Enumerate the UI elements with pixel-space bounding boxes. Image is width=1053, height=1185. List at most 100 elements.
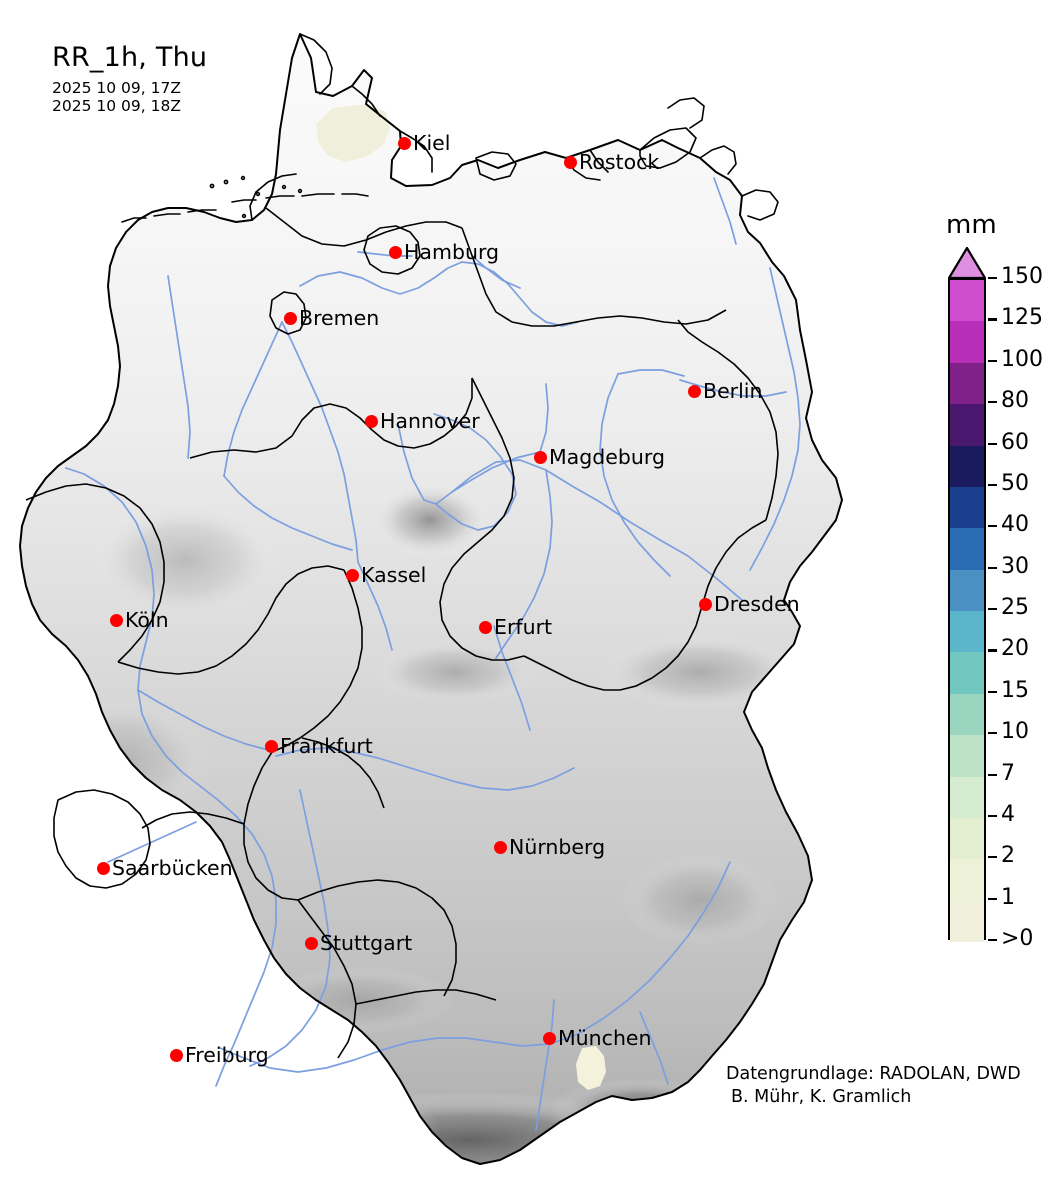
city-dot-icon	[478, 620, 492, 634]
colorbar-gradient	[948, 278, 986, 942]
colorbar-tick	[988, 649, 997, 652]
coastline-detail-layer	[121, 33, 779, 223]
colorbar-over-arrow	[948, 247, 986, 279]
colorbar-band-30	[950, 528, 984, 570]
colorbar-band-60	[950, 404, 984, 446]
colorbar-band-10	[950, 693, 984, 736]
city-dot-icon	[388, 245, 402, 259]
colorbar-band-1	[950, 859, 984, 901]
colorbar-tick-label-10: 10	[1001, 719, 1029, 745]
colorbar-tick	[988, 814, 997, 818]
colorbar-tick	[988, 442, 997, 445]
attribution: Datengrundlage: RADOLAN, DWD B. Mühr, K.…	[726, 1063, 1021, 1110]
colorbar-tick-label-1: 1	[1001, 884, 1015, 910]
colorbar-tick-label-4: 4	[1001, 801, 1015, 827]
colorbar-tick-label-20: 20	[1001, 636, 1029, 662]
city-label: Berlin	[703, 379, 763, 403]
colorbar-tick	[988, 732, 997, 735]
city-label: Rostock	[579, 150, 660, 174]
colorbar-band-4	[950, 776, 984, 818]
city-dot-icon	[264, 739, 278, 753]
city-label: München	[558, 1026, 652, 1050]
city-dot-icon	[397, 136, 411, 150]
city-label: Erfurt	[494, 615, 553, 639]
city-dot-icon	[493, 840, 507, 854]
city-label: Hannover	[380, 409, 480, 433]
city-label: Saarbücken	[112, 856, 233, 880]
city-dot-icon	[96, 861, 110, 875]
colorbar-tick-label-125: 125	[1001, 305, 1043, 331]
colorbar-band-125	[950, 280, 984, 322]
colorbar-tick	[988, 773, 997, 776]
precip-patch-alpine	[576, 1046, 606, 1090]
colorbar-tick-label-40: 40	[1001, 512, 1029, 538]
colorbar-band-20	[950, 611, 984, 653]
precipitation-layer	[316, 104, 606, 1090]
city-dot-icon	[542, 1031, 556, 1045]
colorbar-band-100	[950, 321, 984, 363]
city-dot-icon	[283, 311, 297, 325]
precip-patch-schleswig	[316, 104, 390, 162]
city-label: Hamburg	[404, 240, 500, 264]
city-dot-icon	[345, 568, 359, 582]
colorbar-tick	[988, 897, 997, 900]
colorbar-band->0	[950, 900, 984, 942]
colorbar-tick-label-gt0: >0	[1001, 926, 1034, 951]
colorbar-tick-label-60: 60	[1001, 429, 1029, 455]
city-dot-icon	[304, 936, 318, 950]
colorbar-tick-label-25: 25	[1001, 595, 1029, 620]
country-outline-layer	[19, 33, 843, 1165]
city-dot-icon	[109, 613, 123, 627]
city-dot-icon	[698, 597, 712, 611]
colorbar-tick-label-150: 150	[1001, 264, 1043, 289]
colorbar-tick-label-30: 30	[1001, 553, 1029, 579]
city-label: Köln	[125, 608, 169, 632]
map-canvas: Kiel Rostock Hamburg Bremen Berlin Hannover Ma…	[19, 33, 843, 1165]
colorbar-band-40	[950, 486, 984, 529]
city-label: Freiburg	[185, 1043, 269, 1067]
page-title: RR_1h, Thu	[52, 42, 208, 73]
colorbar-tick	[988, 690, 997, 693]
colorbar-tick-label-50: 50	[1001, 470, 1029, 496]
colorbar-tick	[988, 401, 997, 404]
colorbar-band-7	[950, 735, 984, 777]
time-range-start: 2025 10 09, 17Z	[52, 79, 181, 97]
colorbar-band-50	[950, 445, 984, 487]
city-label: Frankfurt	[280, 734, 373, 758]
colorbar-tick-label-15: 15	[1001, 677, 1029, 703]
city-label: Stuttgart	[320, 931, 413, 955]
city-label: Magdeburg	[549, 445, 665, 469]
city-dot-icon	[533, 450, 547, 464]
colorbar-tick	[988, 277, 997, 280]
colorbar: mm >0 1 2 4 7 10 15 20 25 30 40 50 60 80 100 125 150	[920, 0, 1053, 1185]
attribution-authors: B. Mühr, K. Gramlich	[731, 1087, 912, 1108]
colorbar-tick	[988, 566, 997, 569]
city-dot-icon	[687, 384, 701, 398]
city-dot-icon	[169, 1048, 183, 1062]
time-range-end: 2025 10 09, 18Z	[52, 97, 181, 116]
attribution-source: Datengrundlage: RADOLAN, DWD	[726, 1064, 1021, 1084]
city-dot-icon	[563, 155, 577, 169]
colorbar-band-25	[950, 569, 984, 611]
colorbar-band-80	[950, 362, 984, 405]
colorbar-tick-label-100: 100	[1001, 346, 1043, 372]
colorbar-tick-label-80: 80	[1001, 388, 1029, 414]
colorbar-tick	[988, 608, 997, 611]
city-label: Kassel	[361, 563, 427, 587]
colorbar-tick	[988, 939, 997, 942]
state-borders-layer	[25, 207, 779, 1059]
colorbar-unit-label: mm	[946, 210, 997, 240]
colorbar-tick-label-7: 7	[1001, 760, 1015, 786]
colorbar-tick	[988, 359, 997, 362]
colorbar-band-2	[950, 817, 984, 860]
colorbar-tick-label-2: 2	[1001, 843, 1015, 869]
colorbar-tick	[988, 856, 997, 859]
colorbar-band-15	[950, 652, 984, 694]
title-block: RR_1h, Thu 2025 10 09, 17Z 2025 10 09, 1…	[52, 44, 207, 116]
colorbar-tick	[988, 483, 997, 487]
city-label: Nürnberg	[509, 835, 606, 859]
rivers-layer	[65, 177, 801, 1131]
city-dot-icon	[364, 414, 378, 428]
colorbar-tick	[988, 318, 997, 321]
